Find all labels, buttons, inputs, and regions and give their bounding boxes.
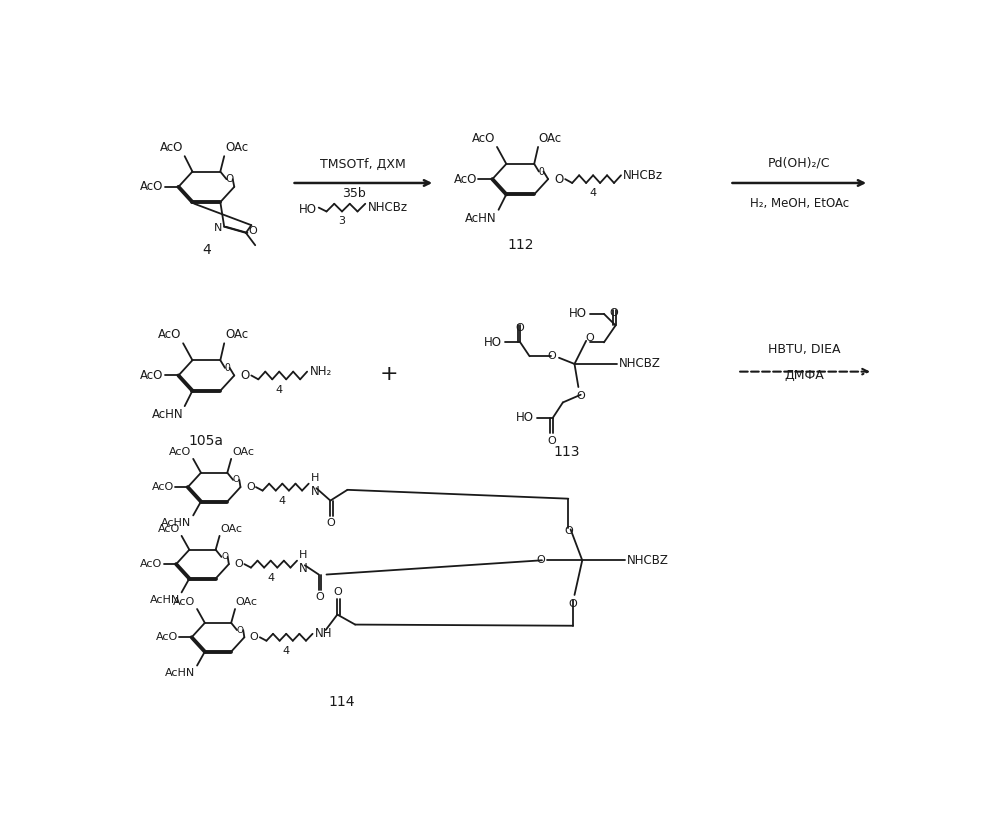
Text: O: O — [569, 599, 577, 609]
Text: NH: NH — [315, 627, 332, 640]
Text: HO: HO — [516, 411, 534, 424]
Text: 4: 4 — [590, 188, 597, 198]
Text: OAc: OAc — [225, 328, 248, 341]
Text: TMSOTf, ДХМ: TMSOTf, ДХМ — [320, 158, 406, 171]
Text: +: + — [379, 364, 398, 384]
Text: AcO: AcO — [472, 132, 495, 145]
Text: O: O — [233, 476, 240, 484]
Text: O: O — [610, 308, 618, 318]
Text: AcO: AcO — [158, 328, 182, 341]
Text: 112: 112 — [507, 238, 534, 251]
Text: OAc: OAc — [220, 523, 242, 533]
Text: NH₂: NH₂ — [309, 365, 332, 378]
Text: AcO: AcO — [158, 523, 180, 533]
Text: N: N — [299, 562, 308, 575]
Text: HO: HO — [484, 336, 502, 349]
Text: ДМФА: ДМФА — [785, 369, 825, 382]
Text: O: O — [226, 174, 234, 184]
Text: N: N — [311, 485, 320, 498]
Text: AcO: AcO — [155, 632, 178, 642]
Text: H: H — [299, 550, 308, 559]
Text: 4: 4 — [283, 645, 290, 656]
Text: OAc: OAc — [539, 132, 562, 145]
Text: HO: HO — [569, 307, 587, 320]
Text: AcO: AcO — [453, 173, 477, 186]
Text: O: O — [315, 592, 324, 602]
Text: 113: 113 — [554, 445, 580, 459]
Text: AcO: AcO — [152, 482, 174, 492]
Text: O: O — [548, 436, 556, 446]
Text: O: O — [515, 324, 524, 333]
Text: 114: 114 — [329, 695, 355, 709]
Text: O: O — [248, 226, 257, 237]
Text: N: N — [214, 224, 222, 233]
Text: AcHN: AcHN — [161, 518, 192, 527]
Text: 4: 4 — [202, 242, 211, 256]
Text: AcO: AcO — [169, 446, 192, 456]
Text: HBTU, DIEA: HBTU, DIEA — [768, 343, 841, 356]
Text: H₂, MeOH, EtOAc: H₂, MeOH, EtOAc — [750, 197, 849, 210]
Text: O: O — [538, 166, 544, 177]
Text: NHCBZ: NHCBZ — [626, 554, 668, 567]
Text: 35b: 35b — [342, 187, 366, 200]
Text: Pd(OH)₂/C: Pd(OH)₂/C — [768, 157, 830, 170]
Text: O: O — [334, 587, 342, 597]
Text: O: O — [250, 632, 259, 642]
Text: 4: 4 — [276, 385, 283, 395]
Text: O: O — [240, 369, 250, 382]
Text: AcHN: AcHN — [465, 212, 497, 225]
Text: 4: 4 — [267, 572, 274, 582]
Text: AcHN: AcHN — [165, 667, 196, 678]
Text: O: O — [536, 555, 545, 565]
Text: AcO: AcO — [160, 141, 183, 154]
Text: AcO: AcO — [173, 597, 196, 607]
Text: AcO: AcO — [140, 369, 163, 382]
Text: O: O — [224, 363, 230, 373]
Text: O: O — [576, 391, 585, 400]
Text: O: O — [547, 351, 556, 361]
Text: AcO: AcO — [140, 559, 162, 569]
Text: OAc: OAc — [225, 141, 248, 154]
Text: O: O — [564, 526, 573, 536]
Text: 4: 4 — [279, 495, 286, 505]
Text: O: O — [237, 626, 244, 635]
Text: NHCBz: NHCBz — [623, 169, 663, 182]
Text: AcHN: AcHN — [152, 409, 183, 422]
Text: O: O — [327, 518, 336, 528]
Text: OAc: OAc — [236, 597, 258, 607]
Text: OAc: OAc — [232, 446, 254, 456]
Text: NHCBz: NHCBz — [368, 201, 408, 214]
Text: H: H — [311, 473, 319, 482]
Text: O: O — [234, 559, 243, 569]
Text: O: O — [586, 333, 594, 342]
Text: 3: 3 — [338, 216, 346, 226]
Text: AcO: AcO — [140, 180, 163, 193]
Text: O: O — [246, 482, 255, 492]
Text: O: O — [554, 173, 564, 186]
Text: NHCBZ: NHCBZ — [619, 357, 661, 370]
Text: HO: HO — [299, 203, 317, 216]
Text: O: O — [221, 553, 228, 562]
Text: AcHN: AcHN — [150, 595, 180, 604]
Text: 105a: 105a — [189, 434, 224, 448]
